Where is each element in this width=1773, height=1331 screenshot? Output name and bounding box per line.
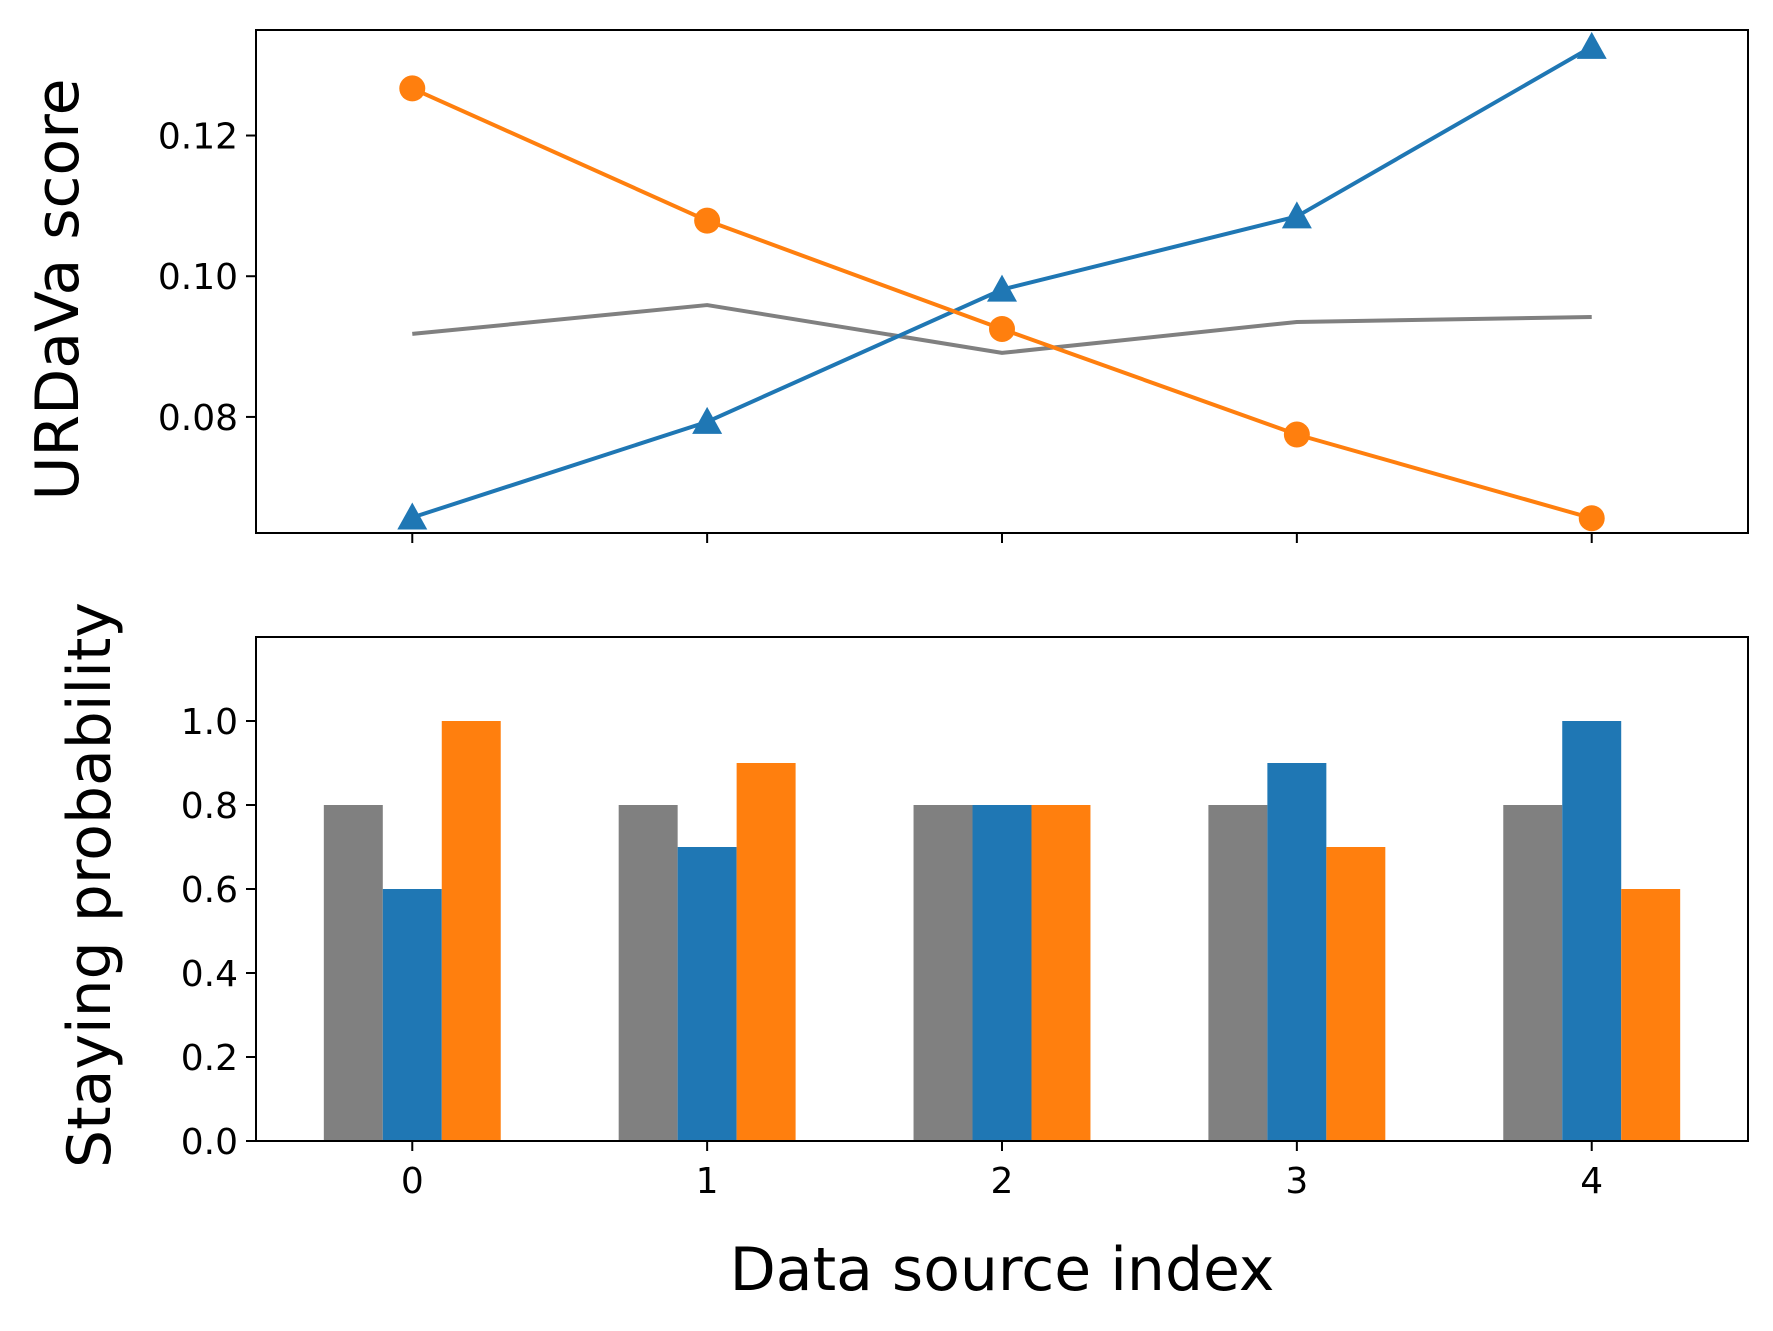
y-tick-label: 0.6 <box>181 870 238 911</box>
series-line-0 <box>412 303 1592 355</box>
series-point-1 <box>1576 31 1607 59</box>
x-tick-label: 2 <box>991 1161 1014 1202</box>
y-tick-label: 0.2 <box>181 1038 238 1079</box>
bar-1-2 <box>736 763 796 1141</box>
bar-chart-ticks: 0.0 0.2 0.4 0.6 0.8 1.0 0 1 2 3 4 <box>181 702 1603 1202</box>
y-tick-label: 1.0 <box>181 702 238 743</box>
bar-chart-y-axis-label: Staying probability <box>55 602 125 1168</box>
bar-4-1 <box>1562 721 1622 1141</box>
y-tick-label: 0.8 <box>181 786 238 827</box>
y-tick-label: 0.0 <box>181 1122 238 1163</box>
series-point-1 <box>1281 201 1312 229</box>
line-chart-marks <box>397 31 1607 532</box>
y-tick-label: 0.12 <box>158 117 238 158</box>
bar-1-1 <box>677 847 737 1141</box>
bar-chart-x-axis-label: Data source index <box>730 1235 1275 1305</box>
x-tick-label: 3 <box>1285 1161 1308 1202</box>
y-tick-label: 0.08 <box>158 398 238 439</box>
bar-chart-frame <box>255 636 1749 1142</box>
series-point-1 <box>397 502 428 530</box>
bar-3-2 <box>1326 847 1386 1141</box>
x-tick-label: 1 <box>696 1161 719 1202</box>
line-chart-panel: 0.08 0.10 0.12 URDaVa score <box>23 29 1749 543</box>
bar-chart-panel: 0.0 0.2 0.4 0.6 0.8 1.0 0 1 2 3 4 Staying probabil… <box>55 602 1749 1305</box>
bar-2-2 <box>1031 805 1091 1141</box>
bar-3-1 <box>1267 763 1327 1141</box>
bar-2-0 <box>913 805 973 1141</box>
series-point-1 <box>987 274 1017 302</box>
y-tick-label: 0.4 <box>181 954 238 995</box>
line-chart-y-axis-label: URDaVa score <box>23 78 93 500</box>
line-chart-ticks: 0.08 0.10 0.12 <box>158 117 1593 543</box>
y-tick-label: 0.10 <box>158 257 238 298</box>
x-tick-label: 4 <box>1580 1161 1603 1202</box>
bar-0-1 <box>382 889 442 1141</box>
series-point-2 <box>694 207 721 234</box>
bar-4-0 <box>1503 805 1563 1141</box>
bar-0-0 <box>323 805 383 1141</box>
bar-1-0 <box>618 805 678 1141</box>
series-line-2 <box>411 86 1593 521</box>
series-point-2 <box>989 315 1015 342</box>
bar-0-2 <box>441 721 501 1141</box>
bar-3-0 <box>1208 805 1268 1141</box>
line-chart-frame <box>255 29 1749 534</box>
bar-4-2 <box>1621 889 1681 1141</box>
bar-chart-marks <box>323 721 1681 1141</box>
series-point-1 <box>692 406 723 434</box>
series-point-2 <box>399 75 426 102</box>
bar-2-1 <box>972 805 1032 1141</box>
series-point-2 <box>1578 505 1605 532</box>
series-point-2 <box>1283 421 1310 448</box>
x-tick-label: 0 <box>401 1161 424 1202</box>
